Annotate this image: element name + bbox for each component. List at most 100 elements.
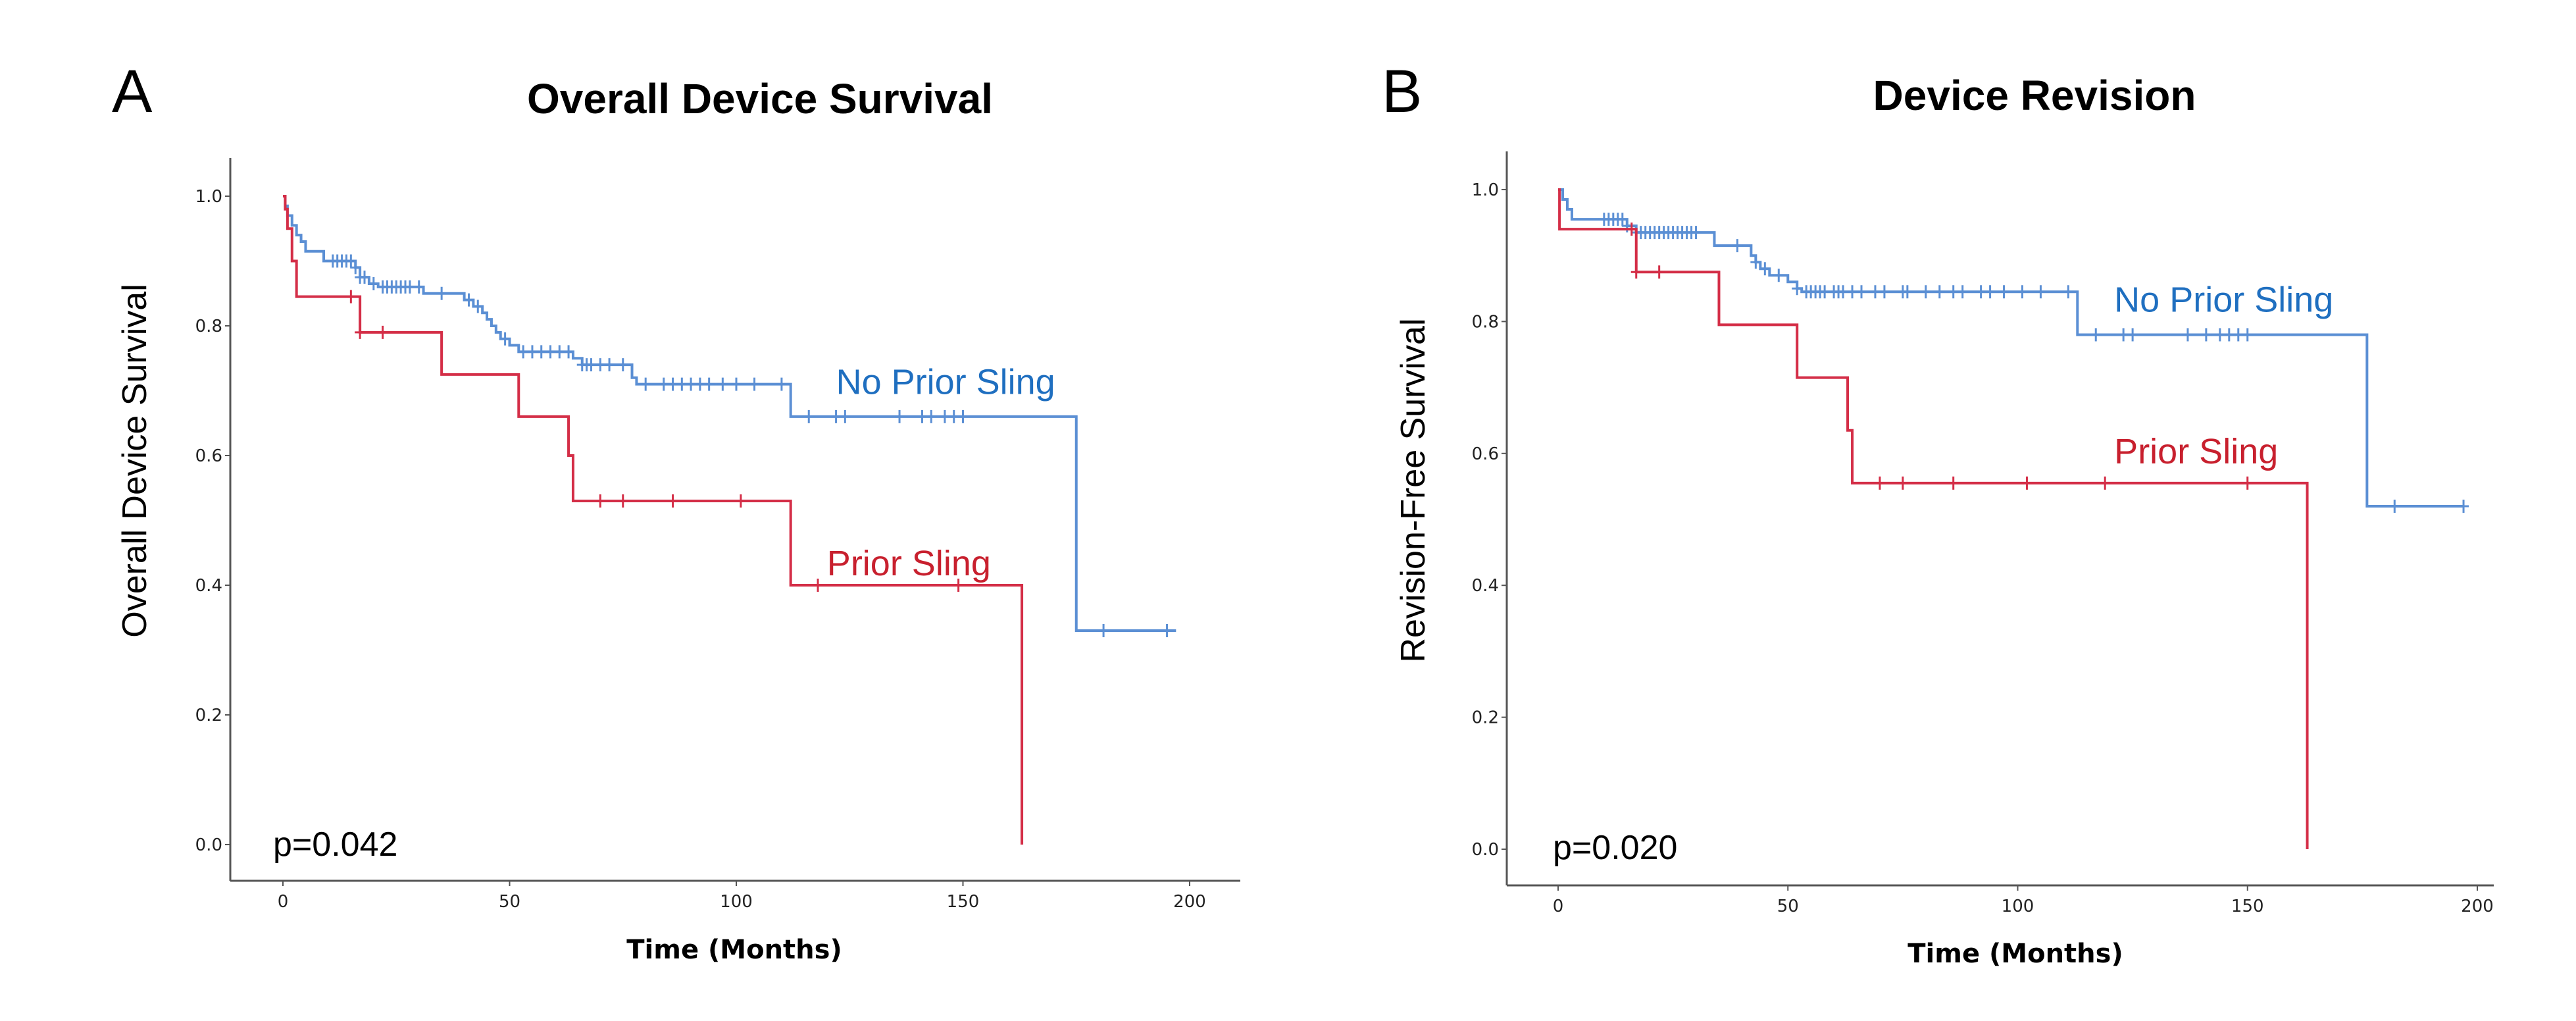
no-prior-sling-censor-mark bbox=[563, 345, 574, 359]
no-prior-sling-censor-mark bbox=[2118, 328, 2129, 342]
no-prior-sling-censor-mark bbox=[640, 377, 651, 391]
y-tick-label: 0.0 bbox=[195, 835, 222, 855]
y-tick-label: 1.0 bbox=[1472, 180, 1499, 200]
no-prior-sling-censor-mark bbox=[617, 358, 628, 372]
y-tick-label: 0.6 bbox=[195, 446, 222, 466]
prior-sling-censor-mark bbox=[595, 494, 606, 508]
no-prior-sling-censor-mark bbox=[404, 280, 415, 294]
no-prior-sling-censor-mark bbox=[686, 377, 697, 391]
no-prior-sling-label: No Prior Sling bbox=[2114, 280, 2333, 319]
no-prior-sling-censor-mark bbox=[518, 345, 529, 359]
no-prior-sling-label: No Prior Sling bbox=[836, 362, 1055, 402]
prior-sling-label: Prior Sling bbox=[827, 544, 991, 583]
x-tick-label: 0 bbox=[278, 892, 289, 912]
no-prior-sling-censor-mark bbox=[2389, 499, 2400, 513]
axes: 0.0 0.2 0.4 0.6 0.8 1.0 0 50 100 150 200 bbox=[195, 158, 1240, 912]
y-tick-label: 0.0 bbox=[1472, 840, 1499, 860]
no-prior-sling-censor-mark bbox=[499, 332, 511, 346]
no-prior-sling-censor-mark bbox=[1984, 285, 1996, 299]
y-tick-label: 0.2 bbox=[195, 706, 222, 725]
y-axis-label: Overall Device Survival bbox=[116, 284, 154, 638]
no-prior-sling-censor-mark bbox=[1920, 285, 1931, 299]
no-prior-sling-censor-mark bbox=[749, 377, 760, 391]
no-prior-sling-censor-mark bbox=[1948, 285, 1959, 299]
no-prior-sling-censor-mark bbox=[2182, 328, 2193, 342]
no-prior-sling-censor-mark bbox=[1750, 255, 1761, 269]
no-prior-sling-censor-mark bbox=[1869, 285, 1881, 299]
no-prior-sling-censor-mark bbox=[1819, 285, 1831, 299]
x-tick-label: 100 bbox=[2002, 897, 2034, 916]
no-prior-sling-censor-mark bbox=[2242, 328, 2253, 342]
p-value-annotation: p=0.042 bbox=[273, 825, 397, 864]
no-prior-sling-censor-mark bbox=[359, 271, 370, 284]
no-prior-sling-censor-mark bbox=[776, 377, 787, 391]
no-prior-sling-censor-mark bbox=[830, 409, 842, 423]
panel-b-chart: B Device Revision Revision-Free Survival… bbox=[1382, 58, 2494, 969]
no-prior-sling-censor-mark bbox=[2223, 328, 2235, 342]
no-prior-sling-censor-mark bbox=[1934, 285, 1945, 299]
panel-letter-a: A bbox=[112, 58, 153, 125]
x-tick-label: 150 bbox=[947, 892, 980, 912]
no-prior-sling-censor-mark bbox=[2063, 285, 2074, 299]
no-prior-sling-censor-mark bbox=[554, 345, 565, 359]
y-tick-label: 0.4 bbox=[195, 576, 222, 596]
prior-sling-censor-mark bbox=[377, 325, 388, 339]
p-value-annotation: p=0.020 bbox=[1553, 829, 1677, 867]
no-prior-sling-censor-mark bbox=[463, 293, 474, 307]
no-prior-sling-censor-mark bbox=[667, 377, 678, 391]
no-prior-sling-censor-mark bbox=[1975, 285, 1986, 299]
x-tick-label: 200 bbox=[2461, 897, 2494, 916]
no-prior-sling-censor-mark bbox=[436, 286, 447, 300]
y-tick-label: 0.8 bbox=[195, 317, 222, 336]
no-prior-sling-censor-mark bbox=[2017, 285, 2028, 299]
prior-sling-censor-mark bbox=[345, 290, 357, 303]
no-prior-sling-censor-mark bbox=[2458, 499, 2469, 513]
no-prior-sling-censor-mark bbox=[717, 377, 728, 391]
no-prior-sling-censor-mark bbox=[1690, 226, 1702, 240]
prior-sling-censor-mark bbox=[1654, 265, 1665, 279]
no-prior-sling-censor-mark bbox=[2035, 285, 2046, 299]
no-prior-sling-censor-mark bbox=[1759, 262, 1771, 276]
no-prior-sling-censor-mark bbox=[703, 377, 715, 391]
y-tick-label: 0.2 bbox=[1472, 708, 1499, 728]
no-prior-sling-censor-mark bbox=[2127, 328, 2138, 342]
no-prior-sling-censor-mark bbox=[350, 261, 361, 275]
y-tick-label: 0.6 bbox=[1472, 444, 1499, 464]
no-prior-sling-censor-mark bbox=[345, 254, 357, 268]
no-prior-sling-censor-mark bbox=[368, 276, 379, 290]
no-prior-sling-curve bbox=[1558, 188, 2464, 508]
no-prior-sling-censor-mark bbox=[545, 345, 556, 359]
no-prior-sling-censor-mark bbox=[676, 377, 688, 391]
x-tick-label: 150 bbox=[2231, 897, 2264, 916]
no-prior-sling-censor-mark bbox=[1847, 285, 1858, 299]
panel-letter-b: B bbox=[1382, 58, 1422, 125]
x-axis-label: Time (Months) bbox=[1907, 939, 2123, 969]
no-prior-sling-censor-mark bbox=[694, 377, 705, 391]
no-prior-sling-censor-mark bbox=[894, 409, 905, 423]
chart-title: Overall Device Survival bbox=[527, 75, 993, 122]
no-prior-sling-censor-mark bbox=[1098, 623, 1109, 637]
prior-sling-censor-mark bbox=[813, 579, 824, 592]
chart-title: Device Revision bbox=[1873, 72, 2196, 119]
no-prior-sling-censor-mark bbox=[2233, 328, 2244, 342]
prior-sling-censor-mark bbox=[2100, 476, 2111, 490]
no-prior-sling-censor-mark bbox=[586, 358, 597, 372]
axes: 0.0 0.2 0.4 0.6 0.8 1.0 0 50 100 150 200 bbox=[1472, 151, 2494, 916]
no-prior-sling-censor-mark bbox=[1879, 285, 1890, 299]
prior-sling-censor-mark bbox=[1630, 265, 1642, 279]
prior-sling-censor-mark bbox=[953, 579, 964, 592]
no-prior-sling-censor-mark bbox=[1902, 285, 1913, 299]
prior-sling-curve bbox=[1558, 188, 2309, 849]
no-prior-sling-censor-mark bbox=[2214, 328, 2225, 342]
no-prior-sling-censor-mark bbox=[595, 358, 606, 372]
no-prior-sling-censor-mark bbox=[1732, 239, 1743, 253]
no-prior-sling-censor-mark bbox=[2200, 328, 2211, 342]
prior-sling-censor-mark bbox=[617, 494, 628, 508]
y-tick-label: 0.8 bbox=[1472, 312, 1499, 332]
no-prior-sling-censor-mark bbox=[1617, 213, 1628, 226]
no-prior-sling-censor-mark bbox=[2090, 328, 2102, 342]
no-prior-sling-censor-mark bbox=[604, 358, 615, 372]
x-tick-label: 50 bbox=[499, 892, 520, 912]
no-prior-sling-censor-mark bbox=[926, 409, 937, 423]
no-prior-sling-censor-mark bbox=[840, 409, 851, 423]
